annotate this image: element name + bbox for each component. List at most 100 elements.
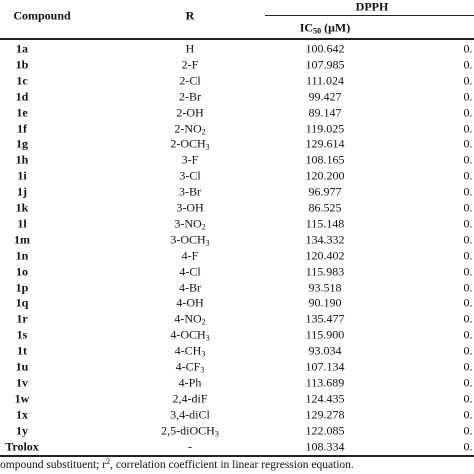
ic50-cell: 93.518 <box>308 280 342 294</box>
header-compound: Compound <box>13 8 71 23</box>
footnote-text: ompound substituent; r <box>0 459 107 471</box>
value-cell: 0. <box>463 168 473 183</box>
compound-cell: Trolox <box>5 439 39 453</box>
compound-cell: 1d <box>15 89 29 104</box>
r-cell: 4-F <box>181 248 199 263</box>
ic50-cell: 113.689 <box>305 375 345 390</box>
value-cell: 0. <box>463 41 473 56</box>
value-cell: 0. <box>463 280 473 294</box>
value-cell: 0. <box>463 359 473 374</box>
rule <box>265 15 474 16</box>
value-cell: 0. <box>463 121 473 135</box>
r-cell: 4-Ph <box>178 375 202 390</box>
header-ic50: IC50 (μM) <box>299 20 351 36</box>
r-cell: 2-NO2 <box>174 121 206 136</box>
r-cell: 4-CH3 <box>174 343 206 359</box>
value-cell: 0. <box>463 295 473 310</box>
value-cell: 0. <box>463 200 473 215</box>
r-cell: 3-OCH3 <box>170 232 210 248</box>
compound-cell: 1e <box>16 105 28 120</box>
rule <box>0 455 474 457</box>
ic50-cell: 108.334 <box>305 439 345 453</box>
ic50-cell: 124.435 <box>305 391 345 406</box>
r-cell: H <box>185 41 195 56</box>
value-cell: 0. <box>463 311 473 326</box>
ic50-cell: 108.165 <box>305 152 345 167</box>
r-cell: 3-F <box>181 152 199 167</box>
ic50-cell: 86.525 <box>308 200 342 215</box>
value-cell: 0. <box>463 57 473 72</box>
ic50-cell: 107.134 <box>305 359 345 374</box>
compound-cell: 1k <box>15 200 29 215</box>
value-cell: 0. <box>463 375 473 390</box>
r-cell: 4-NO2 <box>174 311 206 327</box>
r-cell: 2,4-diF <box>172 391 208 406</box>
compound-cell: 1h <box>15 152 29 167</box>
r-cell: 2-OH <box>176 105 204 120</box>
rule <box>0 38 474 40</box>
r-cell: 3-OH <box>176 200 204 215</box>
compound-cell: 1v <box>16 375 28 390</box>
value-cell: 0. <box>463 343 473 358</box>
ic50-cell: 115.983 <box>305 264 345 279</box>
value-cell: 0. <box>463 264 473 279</box>
r-cell: 3,4-diCl <box>170 407 210 422</box>
r-cell: 2-OCH3 <box>170 136 210 152</box>
compound-cell: 1t <box>17 343 27 358</box>
value-cell: 0. <box>463 216 473 231</box>
compound-cell: 1s <box>16 327 28 342</box>
ic50-cell: 135.477 <box>305 311 345 326</box>
value-cell: 0. <box>463 152 473 167</box>
ic50-cell: 115.900 <box>305 327 345 342</box>
value-cell: 0. <box>463 423 473 438</box>
footnote-sup: 2 <box>106 457 111 466</box>
r-cell: 4-Br <box>179 280 201 294</box>
r-cell: 4-OCH3 <box>170 327 210 343</box>
ic50-cell: 96.977 <box>308 184 342 199</box>
r-cell: 3-Br <box>179 184 201 199</box>
compound-cell: 1w <box>14 391 30 406</box>
ic50-cell: 122.085 <box>305 423 345 438</box>
compound-cell: 1r <box>16 311 28 326</box>
value-cell: 0. <box>463 439 473 453</box>
value-cell: 0. <box>463 184 473 199</box>
r-cell: 3-NO2 <box>174 216 206 232</box>
header-r: R <box>185 8 195 23</box>
value-cell: 0. <box>463 327 473 342</box>
compound-cell: 1y <box>16 423 28 438</box>
ic50-cell: 100.642 <box>305 41 345 56</box>
compound-cell: 1x <box>16 407 28 422</box>
r-cell: 2-Cl <box>179 73 201 88</box>
value-cell: 0. <box>463 89 473 104</box>
ic50-cell: 119.025 <box>305 121 345 135</box>
compound-cell: 1l <box>17 216 27 231</box>
ic50-cell: 129.614 <box>305 136 345 151</box>
compound-cell: 1f <box>17 121 27 135</box>
ic50-cell: 120.402 <box>305 248 345 263</box>
compound-cell: 1i <box>17 168 27 183</box>
r-cell: 4-Cl <box>179 264 201 279</box>
compound-cell: 1g <box>16 136 28 151</box>
header-group: DPPH <box>355 0 389 14</box>
ic50-cell: 115.148 <box>305 216 345 231</box>
compound-cell: 1m <box>14 232 30 247</box>
compound-cell: 1q <box>15 295 29 310</box>
r-cell: 2-F <box>181 57 199 72</box>
r-cell: 4-OH <box>176 295 204 310</box>
r-cell: 3-Cl <box>179 168 201 183</box>
value-cell: 0. <box>463 391 473 406</box>
value-cell: 0. <box>463 136 473 151</box>
value-cell: 0. <box>463 105 473 120</box>
ic50-cell: 134.332 <box>305 232 345 247</box>
r-cell: 4-CF3 <box>175 359 205 375</box>
value-cell: 0. <box>463 248 473 263</box>
compound-cell: 1a <box>16 41 28 56</box>
ic50-cell: 90.190 <box>308 295 342 310</box>
r-cell: - <box>188 439 192 453</box>
ic50-cell: 129.278 <box>305 407 345 422</box>
footnote: ompound substituent; r2, correlation coe… <box>0 457 354 472</box>
value-cell: 0. <box>463 232 473 247</box>
compound-cell: 1n <box>15 248 29 263</box>
r-cell: 2-Br <box>179 89 201 104</box>
